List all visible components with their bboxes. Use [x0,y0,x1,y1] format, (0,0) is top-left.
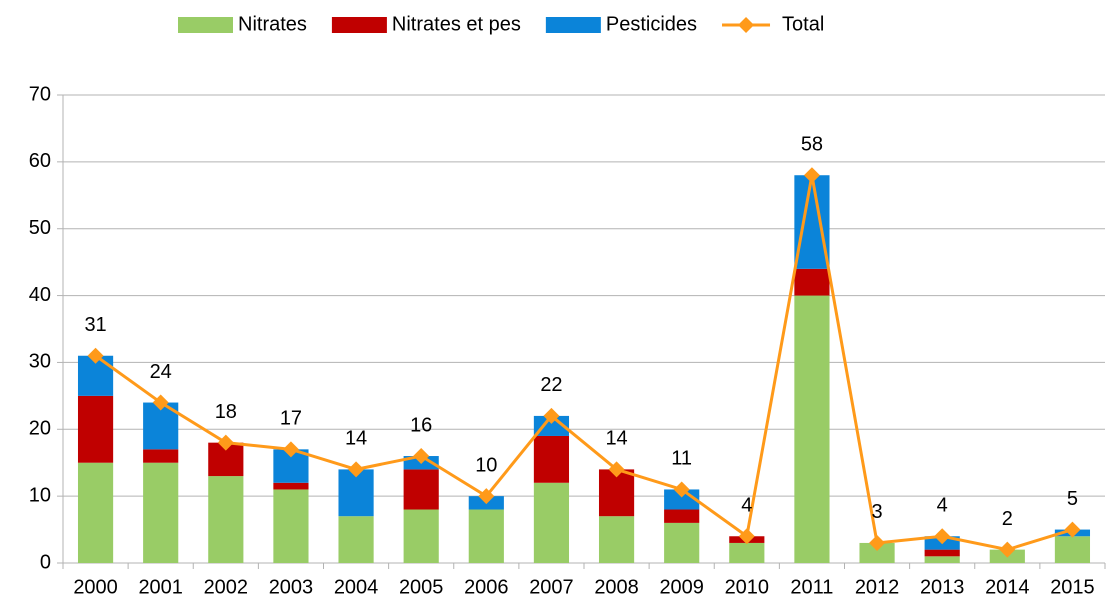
y-tick-label: 20 [29,418,51,440]
y-tick-label: 0 [40,551,51,573]
bar-segment [468,509,504,563]
data-label: 24 [150,361,172,383]
total-marker [217,434,234,451]
bar-segment [924,549,960,557]
bar-segment [1054,536,1091,563]
data-label: 31 [84,314,106,336]
data-label: 4 [741,495,752,517]
data-label: 2 [1002,508,1013,530]
data-label: 5 [1067,488,1078,510]
total-marker [999,541,1016,558]
legend-swatch [331,17,387,33]
total-marker [543,407,560,424]
bar-segment [794,268,830,296]
total-marker [348,461,365,478]
x-tick-label: 2004 [334,576,379,598]
total-marker [152,394,169,411]
total-marker [1064,521,1081,538]
total-marker [413,448,430,465]
x-tick-label: 2003 [269,576,314,598]
bar-segment [598,516,635,563]
x-tick-label: 2000 [73,576,118,598]
bar-segment [143,449,179,463]
bar-segment [533,482,570,563]
total-marker [869,534,886,551]
legend-label: Pesticides [606,13,697,35]
bar-segment [533,415,570,436]
x-tick-label: 2002 [204,576,249,598]
total-marker [87,347,104,364]
data-label: 58 [801,134,823,156]
data-label: 3 [872,501,883,523]
data-label: 11 [671,448,692,470]
x-tick-label: 2006 [464,576,509,598]
legend-marker [738,17,755,33]
total-marker [803,167,820,184]
total-marker [673,481,690,498]
data-label: 22 [540,374,562,396]
data-label: 4 [937,495,948,517]
data-label: 14 [345,428,367,450]
x-tick-label: 2008 [594,576,639,598]
y-tick-label: 40 [29,284,51,306]
x-tick-label: 2013 [920,576,965,598]
bar-segment [403,509,439,563]
bar-segment [729,542,765,563]
bar-segment [338,516,374,563]
y-tick-label: 70 [29,83,51,105]
x-tick-label: 2007 [529,576,574,598]
total-marker [282,441,299,458]
x-tick-label: 2011 [790,576,833,598]
legend-swatch [178,17,233,33]
x-tick-label: 2015 [1050,576,1095,598]
data-label: 16 [410,414,432,436]
legend-label: Nitrates [238,13,307,35]
y-tick-label: 60 [29,150,51,172]
bar-segment [403,469,439,510]
total-marker [478,488,495,505]
total-line [94,174,1073,552]
bar-segment [273,489,309,563]
x-tick-label: 2012 [855,576,900,598]
x-tick-label: 2001 [138,576,183,598]
bar-segment [924,556,960,563]
bar-segment [794,175,830,269]
x-tick-label: 2005 [399,576,444,598]
y-tick-label: 10 [29,484,51,506]
bar-segment [273,482,309,490]
x-tick-label: 2010 [725,576,770,598]
bar-segment [664,522,700,563]
legend-label: Total [782,13,824,35]
legend-swatch [545,17,601,33]
data-label: 14 [605,428,627,450]
data-label: 17 [280,408,302,430]
total-marker [608,461,625,478]
legend-label: Nitrates et pes [392,13,521,35]
y-tick-label: 30 [29,351,51,373]
bar-segment [794,295,830,563]
total-marker [934,528,951,545]
total-marker [738,528,755,545]
bar-segment [664,509,700,523]
data-label: 10 [475,454,497,476]
bar-segment [859,542,895,563]
x-tick-label: 2009 [659,576,704,598]
bar-segment [77,395,114,463]
bar-segment [77,462,114,563]
bar-segment [533,435,570,483]
bar-segment [208,476,244,563]
bar-segment [143,462,179,563]
x-tick-label: 2014 [985,576,1030,598]
y-tick-label: 50 [29,217,51,239]
data-label: 18 [215,401,237,423]
